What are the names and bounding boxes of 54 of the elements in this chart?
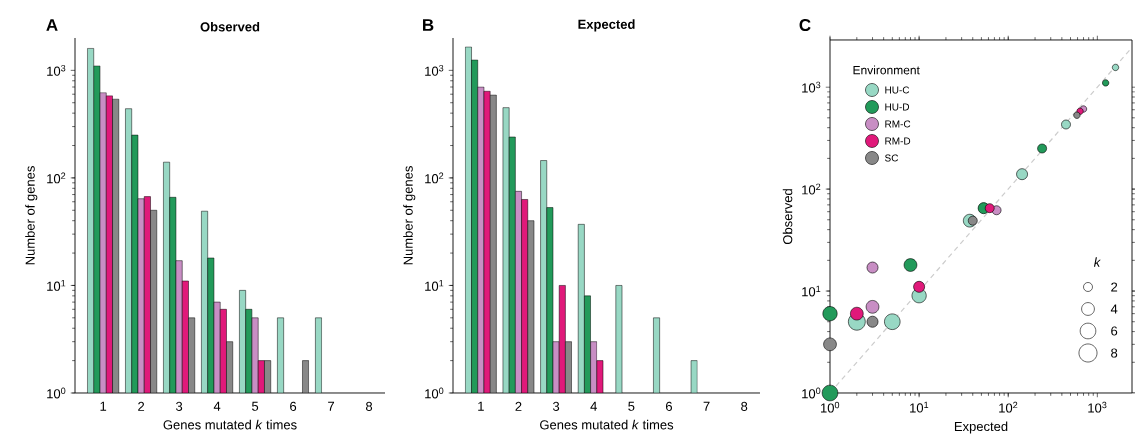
chart-title: Observed bbox=[200, 21, 260, 32]
y-tick-label: 10$^{3}$ bbox=[47, 64, 66, 76]
y-tick-label: 10$^{1}$ bbox=[802, 285, 821, 297]
x-tick-label: 10$^{3}$ bbox=[1088, 401, 1107, 413]
y-tick-label: 10$^{0}$ bbox=[47, 387, 66, 399]
x-tick-label: 6 bbox=[290, 401, 297, 411]
y-tick-label: 10$^{0}$ bbox=[425, 387, 444, 399]
x-tick-label: 2 bbox=[515, 401, 522, 411]
x-tick-label: 4 bbox=[213, 401, 221, 411]
text: C bbox=[799, 18, 811, 32]
y-axis-title: Observed bbox=[782, 189, 793, 245]
x-tick-label: 10$^{0}$ bbox=[820, 401, 840, 413]
x-tick-label: 5 bbox=[251, 401, 259, 411]
legend-label: 2 bbox=[1111, 282, 1118, 292]
x-tick-label: 3 bbox=[552, 401, 560, 411]
legend-title: Environment bbox=[853, 65, 920, 75]
x-axis-title: Genes mutated k times bbox=[540, 419, 674, 430]
legend-label: HU-D bbox=[885, 103, 910, 111]
x-tick-label: 10$^{1}$ bbox=[910, 401, 929, 413]
legend-label: SC bbox=[884, 154, 899, 162]
x-tick-label: 7 bbox=[328, 401, 335, 411]
legend-label: RM-D bbox=[885, 137, 911, 145]
x-tick-label: 6 bbox=[666, 401, 673, 411]
y-tick-label: 10$^{1}$ bbox=[425, 280, 444, 291]
y-tick-label: 10$^{1}$ bbox=[47, 280, 66, 291]
x-axis-title: Expected bbox=[954, 421, 1008, 434]
y-tick-label: 10$^{0}$ bbox=[802, 387, 821, 399]
x-tick-label: 1 bbox=[478, 401, 484, 411]
x-tick-label: 3 bbox=[175, 401, 183, 411]
y-tick-label: 10$^{2}$ bbox=[802, 183, 821, 195]
x-tick-label: 1 bbox=[100, 401, 107, 411]
x-tick-label: 7 bbox=[703, 401, 710, 411]
text: A bbox=[46, 19, 58, 31]
x-tick-label: 8 bbox=[366, 401, 373, 411]
text: B bbox=[423, 19, 434, 31]
x-tick-label: 5 bbox=[628, 401, 635, 411]
y-tick-label: 10$^{2}$ bbox=[47, 172, 66, 184]
x-axis-title: Genes mutated k times bbox=[163, 419, 297, 430]
legend-label: 4 bbox=[1110, 304, 1118, 314]
y-tick-label: 10$^{3}$ bbox=[802, 81, 821, 93]
y-axis-title: Number of genes bbox=[403, 166, 416, 265]
chart-title: Expected bbox=[578, 19, 635, 32]
x-tick-label: 2 bbox=[138, 401, 145, 411]
y-axis-title: Number of genes bbox=[25, 166, 38, 265]
legend-label: 8 bbox=[1111, 348, 1118, 358]
annotation: k bbox=[1093, 257, 1101, 267]
legend-label: RM-C bbox=[885, 120, 911, 128]
legend-label: 6 bbox=[1111, 326, 1118, 336]
legend-label: HU-C bbox=[885, 86, 910, 94]
y-tick-label: 10$^{3}$ bbox=[425, 64, 444, 76]
x-tick-label: 10$^{2}$ bbox=[999, 401, 1018, 413]
y-tick-label: 10$^{2}$ bbox=[425, 172, 444, 184]
x-tick-label: 8 bbox=[741, 401, 748, 411]
x-tick-label: 4 bbox=[590, 401, 597, 411]
